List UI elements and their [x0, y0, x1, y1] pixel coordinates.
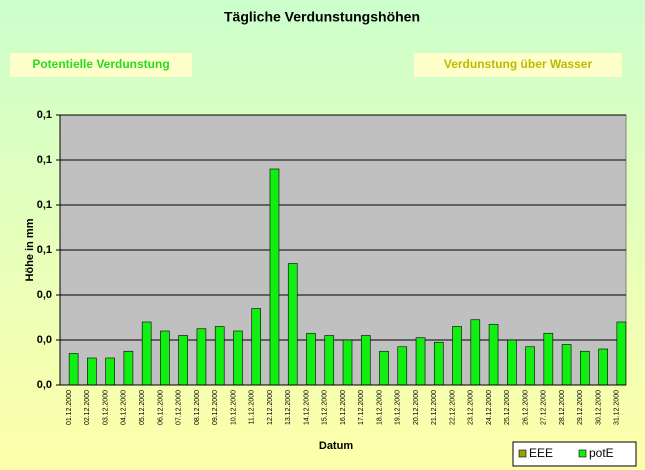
- x-tick-label: 14.12.2000: [303, 390, 310, 425]
- bar: [160, 330, 170, 386]
- x-tick-label: 09.12.2000: [212, 390, 219, 425]
- x-tick-label: 13.12.2000: [285, 390, 292, 425]
- bar: [397, 346, 408, 386]
- bar: [415, 337, 426, 386]
- x-tick-label: 18.12.2000: [376, 390, 383, 425]
- bar: [452, 326, 462, 386]
- label-left: Potentielle Verdunstung: [32, 57, 169, 71]
- x-tick-label: 31.12.2000: [614, 390, 621, 425]
- x-tick-label: 04.12.2000: [121, 390, 128, 425]
- label-box: [414, 53, 622, 77]
- x-tick-label: 27.12.2000: [541, 390, 548, 425]
- bar: [141, 321, 152, 386]
- bar: [543, 332, 554, 386]
- x-tick-label: 21.12.2000: [431, 390, 438, 425]
- bar: [68, 353, 79, 386]
- bar: [580, 350, 590, 386]
- bar: [616, 321, 627, 386]
- bar: [196, 328, 207, 386]
- bar: [306, 332, 316, 386]
- bar: [214, 326, 225, 386]
- x-tick-label: 22.12.2000: [449, 390, 456, 425]
- bar: [598, 348, 608, 386]
- y-tick-label: 0,1: [37, 199, 52, 211]
- legend-label: EEE: [529, 446, 553, 460]
- bar: [379, 350, 389, 386]
- y-tick-label: 0,1: [37, 244, 52, 256]
- y-tick-label: 0,0: [37, 289, 52, 301]
- x-tick-label: 24.12.2000: [486, 390, 493, 425]
- bar: [123, 350, 134, 386]
- bar: [561, 344, 572, 386]
- chart-title: Tägliche Verdunstungshöhen: [224, 9, 420, 25]
- x-tick-label: 07.12.2000: [176, 390, 183, 425]
- y-tick-label: 0,1: [37, 109, 52, 121]
- legend-swatch: [578, 449, 587, 458]
- label-box: [10, 53, 192, 77]
- bar: [525, 346, 535, 386]
- y-tick-label: 0,1: [37, 154, 52, 166]
- bar: [87, 357, 97, 386]
- x-tick-label: 15.12.2000: [322, 390, 329, 425]
- bar: [233, 330, 243, 386]
- x-tick-label: 19.12.2000: [395, 390, 402, 425]
- x-tick-label: 03.12.2000: [102, 390, 109, 425]
- x-tick-label: 28.12.2000: [559, 390, 566, 425]
- bar: [507, 339, 517, 386]
- x-tick-label: 26.12.2000: [522, 390, 529, 425]
- legend-swatch: [518, 449, 527, 458]
- x-tick-label: 12.12.2000: [267, 390, 274, 425]
- legend: [512, 441, 637, 467]
- legend-label: potE: [589, 446, 614, 460]
- x-axis-label: Datum: [319, 440, 353, 452]
- bar: [360, 335, 371, 386]
- y-tick-label: 0,0: [37, 334, 52, 346]
- x-tick-label: 08.12.2000: [194, 390, 201, 425]
- bar: [324, 335, 335, 386]
- bar: [105, 357, 115, 386]
- x-tick-label: 06.12.2000: [157, 390, 164, 425]
- x-tick-label: 02.12.2000: [84, 390, 91, 425]
- x-tick-label: 11.12.2000: [249, 390, 256, 425]
- bar: [287, 263, 298, 386]
- bar: [342, 339, 353, 386]
- x-tick-label: 20.12.2000: [413, 390, 420, 425]
- bar: [251, 308, 262, 386]
- x-tick-label: 16.12.2000: [340, 390, 347, 425]
- x-tick-label: 30.12.2000: [595, 390, 602, 425]
- bar: [488, 323, 499, 386]
- bar: [178, 335, 188, 386]
- x-tick-label: 10.12.2000: [230, 390, 237, 425]
- x-tick-label: 23.12.2000: [468, 390, 475, 425]
- y-tick-label: 0,0: [37, 379, 52, 391]
- x-tick-label: 29.12.2000: [577, 390, 584, 425]
- bar: [269, 168, 280, 386]
- label-right: Verdunstung über Wasser: [444, 57, 593, 71]
- x-tick-label: 17.12.2000: [358, 390, 365, 425]
- bar: [470, 319, 481, 386]
- x-tick-label: 25.12.2000: [504, 390, 511, 425]
- y-axis-label: Höhe in mm: [24, 218, 36, 281]
- x-tick-label: 01.12.2000: [66, 390, 73, 425]
- x-tick-label: 05.12.2000: [139, 390, 146, 425]
- bar: [433, 341, 444, 386]
